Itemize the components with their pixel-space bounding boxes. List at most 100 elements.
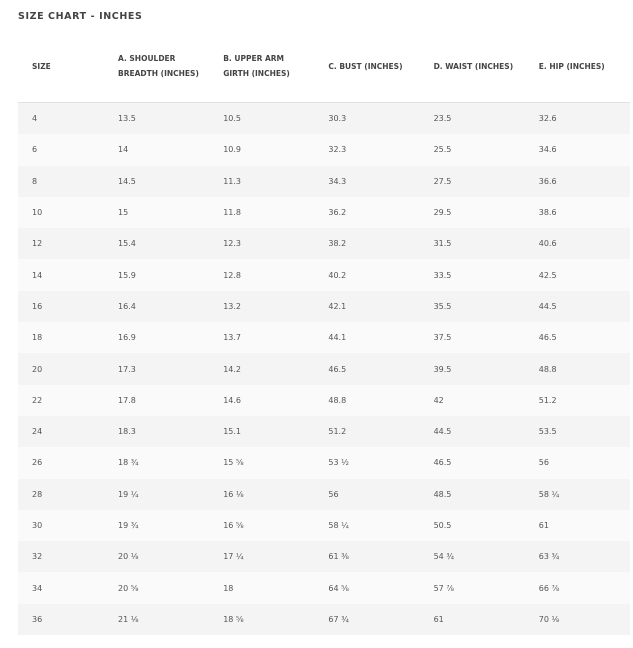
table-cell: 32.3 [314, 134, 420, 166]
table-cell: 53 ½ [314, 447, 420, 479]
table-cell: 29.5 [419, 196, 525, 229]
table-cell: 36.6 [524, 165, 630, 197]
table-cell: 15.9 [104, 259, 210, 291]
table-cell: 34.3 [314, 165, 420, 197]
table-cell: 30 [18, 509, 104, 542]
table-cell: 13.5 [104, 102, 210, 135]
table-cell: 15 [104, 196, 210, 229]
table-cell: 39.5 [419, 353, 525, 385]
table-cell: 20 ⅝ [104, 572, 210, 604]
table-cell: 13.7 [209, 322, 315, 354]
table-row: 26 18 ¾ 15 ⅝ 53 ½ 46.5 56 [18, 447, 630, 479]
table-cell: 14.6 [209, 384, 315, 416]
table-row: 34 20 ⅝ 18 64 ⅝ 57 ⅞ 66 ⅞ [18, 572, 630, 604]
table-row: 20 17.3 14.2 46.5 39.5 48.8 [18, 353, 630, 385]
table-row: 10 15 11.8 36.2 29.5 38.6 [18, 196, 630, 229]
table-cell: 14.2 [209, 353, 315, 385]
table-cell: 48.8 [524, 353, 630, 385]
table-cell: 31.5 [419, 228, 525, 260]
table-cell: 10.9 [209, 134, 315, 166]
table-cell: 32.6 [524, 102, 630, 135]
table-cell: 10 [18, 196, 104, 229]
table-cell: 46.5 [524, 322, 630, 354]
table-cell: 34.6 [524, 134, 630, 166]
table-row: 28 19 ¼ 16 ⅛ 56 48.5 58 ¼ [18, 478, 630, 510]
table-cell: 15 ⅝ [209, 447, 315, 479]
header-row: SIZE A. SHOULDER BREADTH (INCHES) B. UPPER… [18, 30, 630, 103]
table-cell: 46.5 [419, 447, 525, 479]
table-row: 6 14 10.9 32.3 25.5 34.6 [18, 134, 630, 166]
table-row: 12 15.4 12.3 38.2 31.5 40.6 [18, 228, 630, 260]
table-cell: 22 [18, 384, 104, 416]
table-cell: 44.1 [314, 322, 420, 354]
table-cell: 8 [18, 165, 104, 197]
table-cell: 12.8 [209, 259, 315, 291]
table-cell: 63 ¾ [524, 541, 630, 573]
table-cell: 17.8 [104, 384, 210, 416]
table-cell: 54 ¾ [419, 541, 525, 573]
table-cell: 56 [524, 447, 630, 479]
table-cell: 61 [524, 509, 630, 542]
table-cell: 16.4 [104, 290, 210, 323]
table-row: 24 18.3 15.1 51.2 44.5 53.5 [18, 415, 630, 448]
table-row: 30 19 ¾ 16 ⅝ 58 ¼ 50.5 61 [18, 509, 630, 542]
table-cell: 51.2 [314, 415, 420, 448]
table-cell: 13.2 [209, 290, 315, 323]
table-cell: 19 ¼ [104, 478, 210, 510]
column-header: D. WAIST (INCHES) [419, 30, 525, 103]
table-cell: 19 ¾ [104, 509, 210, 542]
table-cell: 35.5 [419, 290, 525, 323]
table-cell: 40.6 [524, 228, 630, 260]
table-cell: 18.3 [104, 415, 210, 448]
table-cell: 40.2 [314, 259, 420, 291]
table-cell: 11.3 [209, 165, 315, 197]
table-cell: 14 [104, 134, 210, 166]
table-cell: 18 [18, 322, 104, 354]
table-cell: 24 [18, 415, 104, 448]
table-cell: 48.8 [314, 384, 420, 416]
table-cell: 37.5 [419, 322, 525, 354]
size-table: SIZE A. SHOULDER BREADTH (INCHES) B. UPPER… [18, 30, 630, 636]
table-cell: 51.2 [524, 384, 630, 416]
column-header: A. SHOULDER BREADTH (INCHES) [104, 30, 210, 103]
table-cell: 30.3 [314, 102, 420, 135]
table-cell: 12 [18, 228, 104, 260]
column-header: E. HIP (INCHES) [524, 30, 630, 103]
table-row: 4 13.5 10.5 30.3 23.5 32.6 [18, 102, 630, 135]
table-cell: 36 [18, 603, 104, 636]
table-cell: 14.5 [104, 165, 210, 197]
table-cell: 57 ⅞ [419, 572, 525, 604]
table-cell: 58 ¼ [524, 478, 630, 510]
table-cell: 16 ⅝ [209, 509, 315, 542]
table-cell: 67 ¾ [314, 603, 420, 636]
table-cell: 16 [18, 290, 104, 323]
table-cell: 17.3 [104, 353, 210, 385]
column-header: B. UPPER ARM GIRTH (INCHES) [209, 30, 315, 103]
table-row: 18 16.9 13.7 44.1 37.5 46.5 [18, 322, 630, 354]
table-cell: 18 [209, 572, 315, 604]
table-cell: 15.4 [104, 228, 210, 260]
table-cell: 56 [314, 478, 420, 510]
table-cell: 18 ⅝ [209, 603, 315, 636]
table-cell: 12.3 [209, 228, 315, 260]
table-cell: 64 ⅝ [314, 572, 420, 604]
table-row: 16 16.4 13.2 42.1 35.5 44.5 [18, 290, 630, 323]
table-row: 32 20 ⅛ 17 ¼ 61 ⅜ 54 ¾ 63 ¾ [18, 541, 630, 573]
table-cell: 33.5 [419, 259, 525, 291]
table-cell: 42 [419, 384, 525, 416]
table-cell: 10.5 [209, 102, 315, 135]
title: SIZE CHART - INCHES [18, 11, 143, 22]
table-cell: 25.5 [419, 134, 525, 166]
table-cell: 27.5 [419, 165, 525, 197]
table-cell: 14 [18, 259, 104, 291]
table-row: 8 14.5 11.3 34.3 27.5 36.6 [18, 165, 630, 197]
table-cell: 53.5 [524, 415, 630, 448]
table-cell: 17 ¼ [209, 541, 315, 573]
table-cell: 6 [18, 134, 104, 166]
table-cell: 38.2 [314, 228, 420, 260]
table-cell: 15.1 [209, 415, 315, 448]
table-cell: 70 ⅛ [524, 603, 630, 636]
table-cell: 44.5 [524, 290, 630, 323]
table-cell: 16.9 [104, 322, 210, 354]
